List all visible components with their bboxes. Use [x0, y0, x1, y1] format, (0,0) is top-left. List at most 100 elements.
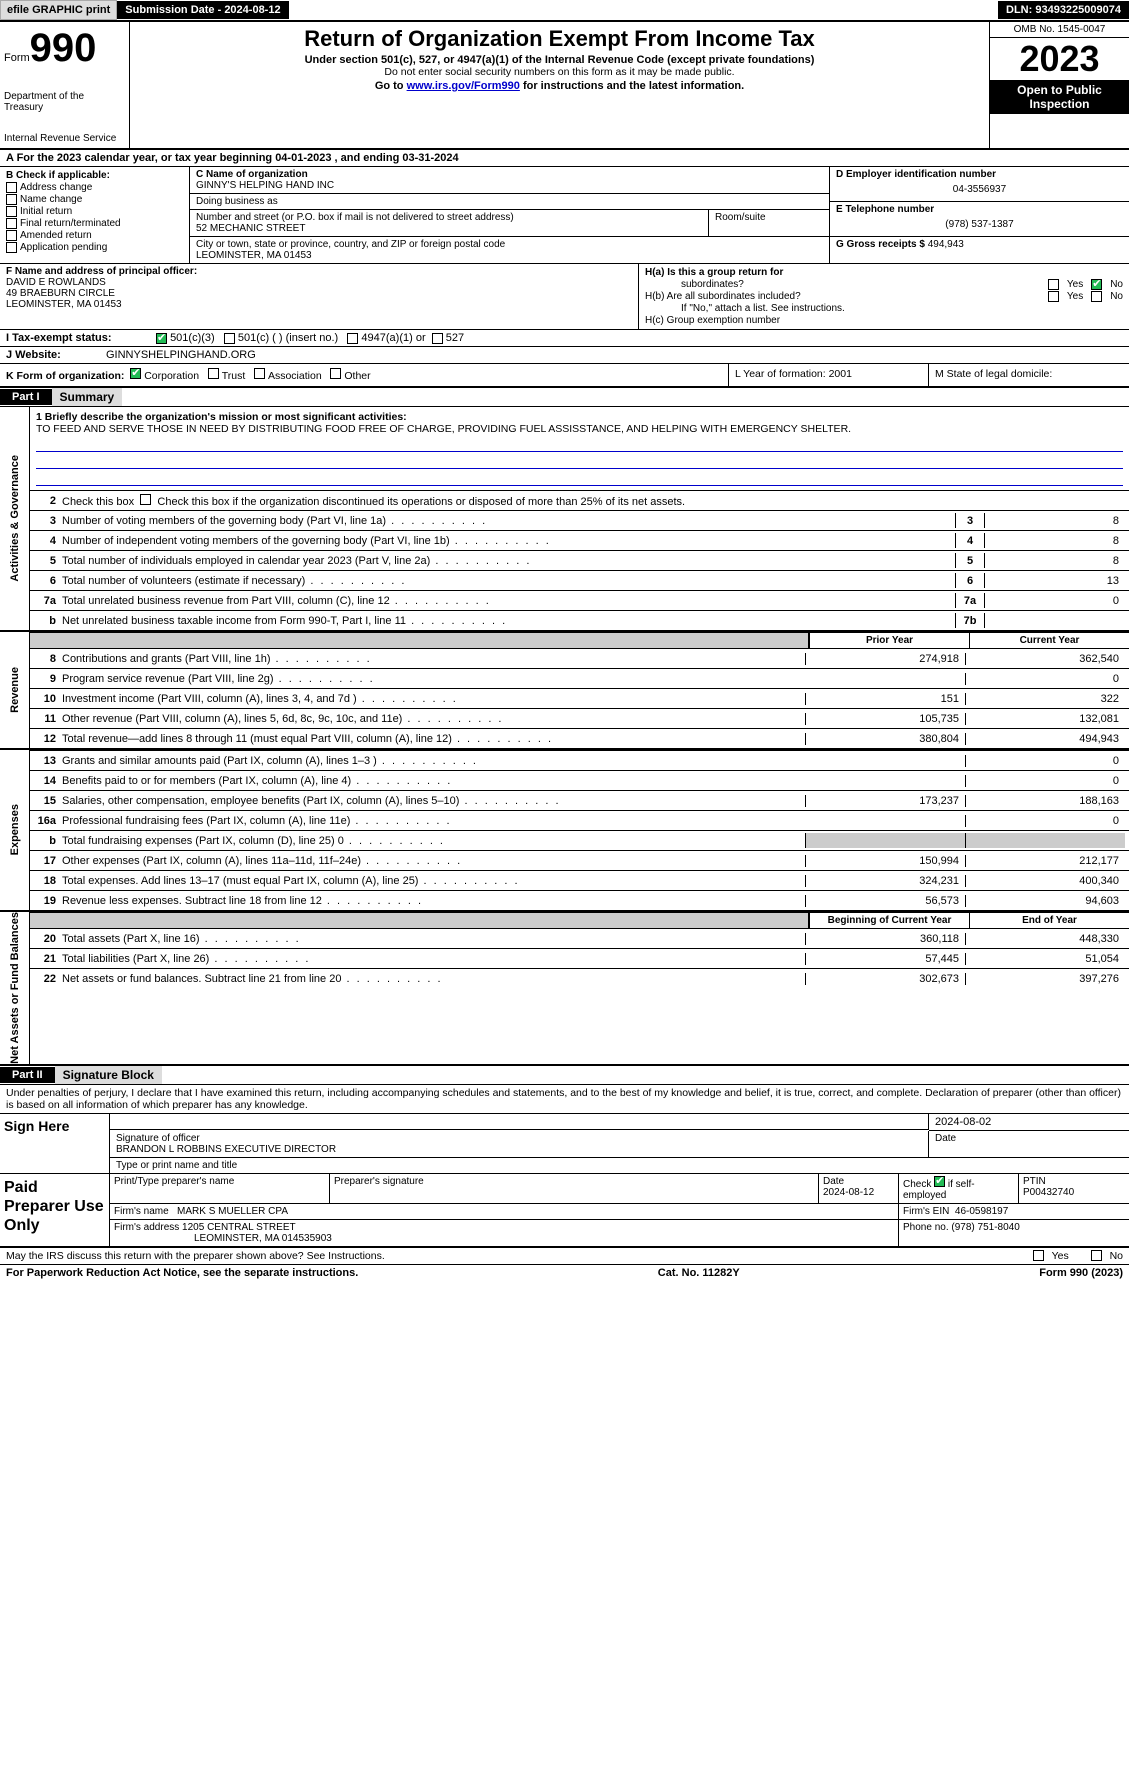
chk-address[interactable]	[6, 182, 17, 193]
ptin: P00432740	[1023, 1187, 1074, 1198]
gov-text: Number of independent voting members of …	[62, 535, 955, 547]
f-line2: 49 BRAEBURN CIRCLE	[6, 288, 632, 299]
line-text: Salaries, other compensation, employee b…	[62, 795, 805, 807]
chk-4947[interactable]	[347, 333, 358, 344]
col-current: 94,603	[965, 895, 1125, 907]
ha-yes[interactable]	[1048, 279, 1059, 290]
m-state: M State of legal domicile:	[929, 364, 1129, 386]
line-text: Total fundraising expenses (Part IX, col…	[62, 835, 805, 847]
line-text: Grants and similar amounts paid (Part IX…	[62, 755, 805, 767]
chk-501c[interactable]	[224, 333, 235, 344]
efile-button[interactable]: efile GRAPHIC print	[0, 0, 117, 20]
gov-val: 8	[985, 553, 1125, 568]
block-b-cde: B Check if applicable: Address change Na…	[0, 167, 1129, 264]
col-current: 212,177	[965, 855, 1125, 867]
irs-link[interactable]: www.irs.gov/Form990	[407, 80, 520, 92]
row-k: K Form of organization: Corporation Trus…	[0, 364, 1129, 388]
col-prior: 57,445	[805, 953, 965, 965]
c-name: GINNY'S HELPING HAND INC	[196, 180, 823, 191]
sig-officer-name: BRANDON L ROBBINS EXECUTIVE DIRECTOR	[116, 1144, 922, 1155]
line-text: Total expenses. Add lines 13–17 (must eq…	[62, 875, 805, 887]
submission-date: Submission Date - 2024-08-12	[117, 1, 288, 19]
chk-trust[interactable]	[208, 368, 219, 379]
gov-val: 13	[985, 573, 1125, 588]
prior-year-hdr: Prior Year	[809, 633, 969, 648]
form-header: Form990 Department of the Treasury Inter…	[0, 22, 1129, 150]
begin-year-hdr: Beginning of Current Year	[809, 913, 969, 928]
chk-name[interactable]	[6, 194, 17, 205]
gov-text: Net unrelated business taxable income fr…	[62, 615, 955, 627]
e-lbl: E Telephone number	[836, 204, 1123, 215]
subtitle-2: Do not enter social security numbers on …	[138, 66, 981, 78]
discuss-yes[interactable]	[1033, 1250, 1044, 1261]
firm-city: LEOMINSTER, MA 014535903	[114, 1233, 332, 1244]
c-street: 52 MECHANIC STREET	[196, 223, 702, 234]
ha-no[interactable]	[1091, 279, 1102, 290]
prep-date: 2024-08-12	[823, 1187, 874, 1198]
hb-yes[interactable]	[1048, 291, 1059, 302]
chk-527[interactable]	[432, 333, 443, 344]
line-text: Total revenue—add lines 8 through 11 (mu…	[62, 733, 805, 745]
chk-other[interactable]	[330, 368, 341, 379]
chk-amended[interactable]	[6, 230, 17, 241]
current-year-hdr: Current Year	[969, 633, 1129, 648]
hb-no[interactable]	[1091, 291, 1102, 302]
row-j: J Website: GINNYSHELPINGHAND.ORG	[0, 347, 1129, 364]
subtitle-1: Under section 501(c), 527, or 4947(a)(1)…	[138, 54, 981, 66]
f-lbl: F Name and address of principal officer:	[6, 266, 632, 277]
sig-date-lbl: Date	[929, 1131, 1129, 1158]
d-lbl: D Employer identification number	[836, 169, 1123, 180]
chk-corp[interactable]	[130, 368, 141, 379]
line-text: Contributions and grants (Part VIII, lin…	[62, 653, 805, 665]
gov-num: 7b	[955, 613, 985, 628]
g-val: 494,943	[928, 239, 964, 250]
ha-label: H(a) Is this a group return for	[645, 267, 783, 278]
chk-501c3[interactable]	[156, 333, 167, 344]
g-lbl: G Gross receipts $	[836, 239, 925, 250]
rev-side: Revenue	[9, 667, 21, 713]
c-room-lbl: Room/suite	[709, 210, 829, 236]
perjury: Under penalties of perjury, I declare th…	[0, 1085, 1129, 1114]
gov-num: 6	[955, 573, 985, 588]
col-current: 322	[965, 693, 1125, 705]
topbar: efile GRAPHIC print Submission Date - 20…	[0, 0, 1129, 22]
line-text: Other expenses (Part IX, column (A), lin…	[62, 855, 805, 867]
col-prior: 274,918	[805, 653, 965, 665]
l-year: L Year of formation: 2001	[729, 364, 929, 386]
col-current: 400,340	[965, 875, 1125, 887]
firm-addr: 1205 CENTRAL STREET	[182, 1222, 296, 1233]
row-i: I Tax-exempt status: 501(c)(3) 501(c) ( …	[0, 330, 1129, 347]
hb-label: H(b) Are all subordinates included?	[645, 291, 801, 302]
f-line1: DAVID E ROWLANDS	[6, 277, 632, 288]
gov-val: 8	[985, 513, 1125, 528]
form-label: Form	[4, 52, 30, 64]
c-city: LEOMINSTER, MA 01453	[196, 250, 823, 261]
chk-final[interactable]	[6, 218, 17, 229]
discuss-no[interactable]	[1091, 1250, 1102, 1261]
line2: Check this box Check this box if the org…	[62, 494, 1125, 508]
paperwork: For Paperwork Reduction Act Notice, see …	[6, 1267, 358, 1279]
col-current: 51,054	[965, 953, 1125, 965]
tax-year: 2023	[990, 38, 1129, 80]
gov-text: Total number of volunteers (estimate if …	[62, 575, 955, 587]
omb: OMB No. 1545-0047	[990, 22, 1129, 38]
b-title: B Check if applicable:	[6, 170, 183, 181]
col-current: 188,163	[965, 795, 1125, 807]
firm-name: MARK S MUELLER CPA	[177, 1206, 288, 1217]
block-f-h: F Name and address of principal officer:…	[0, 264, 1129, 330]
chk-pending[interactable]	[6, 242, 17, 253]
col-prior: 302,673	[805, 973, 965, 985]
section-revenue: Revenue Prior YearCurrent Year 8Contribu…	[0, 632, 1129, 750]
firm-ein: 46-0598197	[955, 1206, 1008, 1217]
firm-phone: (978) 751-8040	[951, 1222, 1019, 1233]
line-text: Revenue less expenses. Subtract line 18 …	[62, 895, 805, 907]
chk-assoc[interactable]	[254, 368, 265, 379]
chk-self-employed[interactable]	[934, 1176, 945, 1187]
line-text: Total liabilities (Part X, line 26)	[62, 953, 805, 965]
paid-preparer-block: Paid Preparer Use Only Print/Type prepar…	[0, 1174, 1129, 1248]
cat-no: Cat. No. 11282Y	[658, 1267, 740, 1279]
line-text: Other revenue (Part VIII, column (A), li…	[62, 713, 805, 725]
chk-initial[interactable]	[6, 206, 17, 217]
chk-discontinued[interactable]	[140, 494, 151, 505]
line-text: Program service revenue (Part VIII, line…	[62, 673, 805, 685]
